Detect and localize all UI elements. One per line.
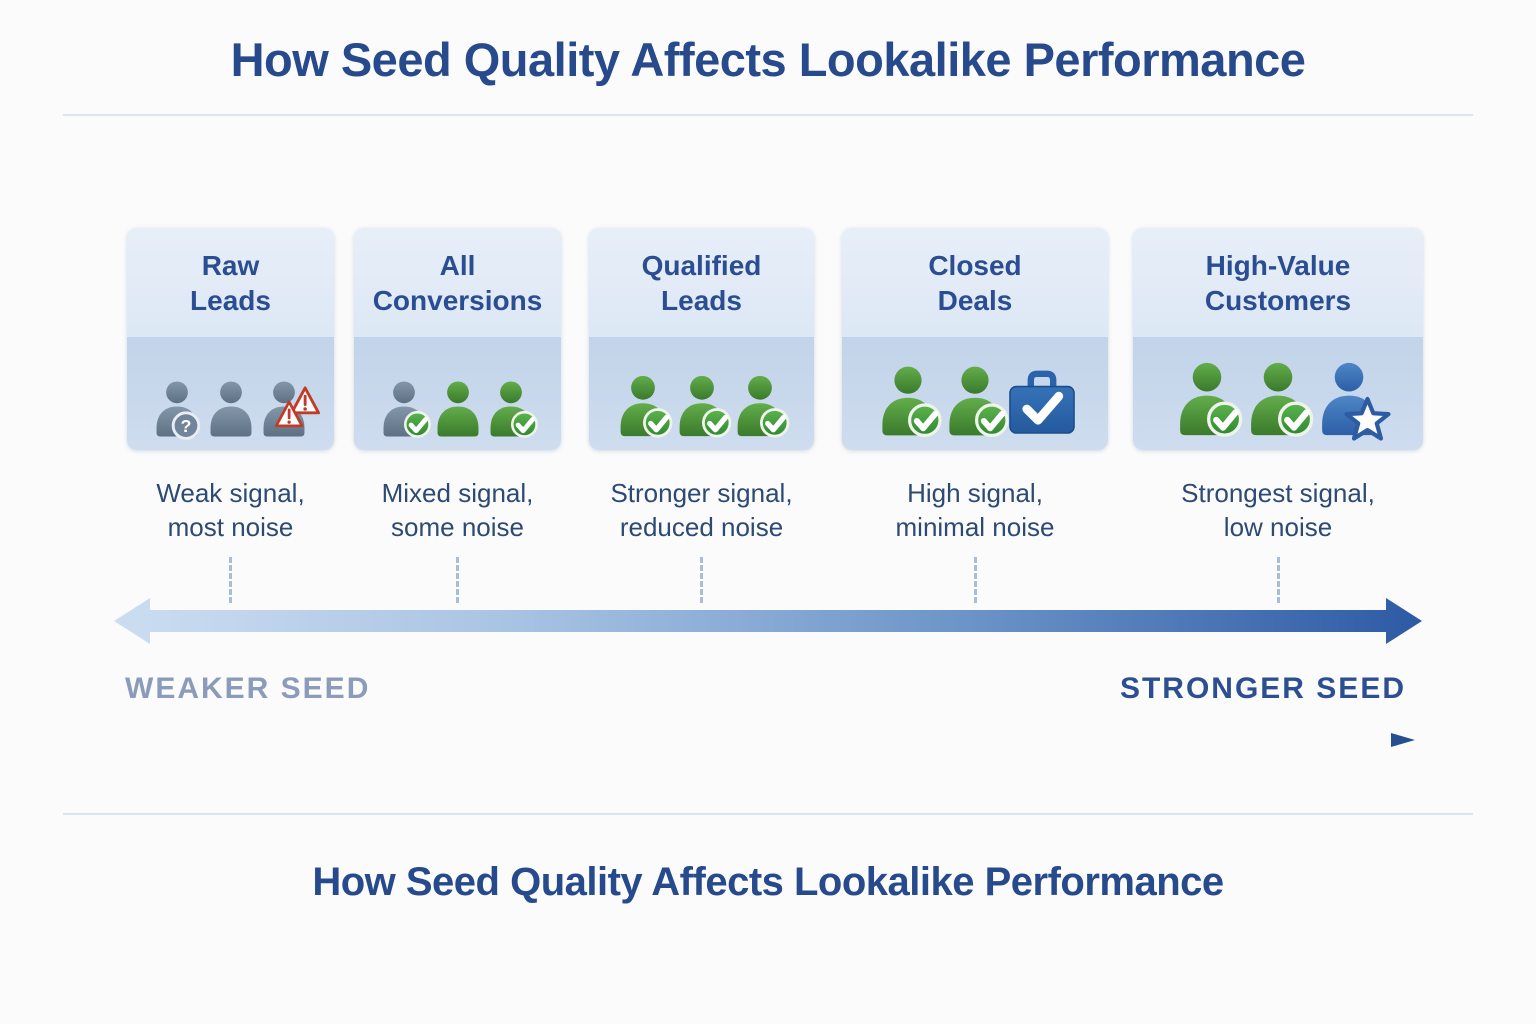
person-icon [426,377,490,441]
weaker-seed-label: WEAKER SEED [125,672,371,705]
dashed-connector [229,556,232,603]
stage-icon-row: ? [127,337,334,450]
stage-icon-row [842,337,1108,450]
top-divider [63,114,1473,116]
caption-line: Strongest signal, [1181,478,1375,508]
stage-caption: High signal, minimal noise [842,477,1108,545]
stage-column-high-value-customers: High-Value Customers Strongest signal, l… [1133,228,1423,603]
stage-column-qualified-leads: Qualified Leads Stronger signal, reduced… [589,228,814,603]
stage-title-line: High-Value [1205,249,1351,281]
caption-line: minimal noise [895,511,1055,542]
stage-icon-row [589,337,814,450]
page-title: How Seed Quality Affects Lookalike Perfo… [230,33,1306,86]
stage-card: High-Value Customers [1133,228,1423,450]
caption-line: low noise [1223,511,1333,542]
person-icon [199,377,263,441]
person-check-icon [608,371,678,441]
person-question-icon: ? [145,377,209,441]
stage-title-line: Conversions [372,284,543,316]
person-check-icon [667,371,737,441]
stage-caption: Weak signal, most noise [127,477,334,545]
stage-caption: Strongest signal, low noise [1133,477,1423,545]
dashed-connector [456,556,459,603]
caption-line: Stronger signal, [610,478,793,508]
stage-card-title: Closed Deals [842,228,1108,337]
briefcase-check-icon [1002,361,1082,441]
stage-column-raw-leads: Raw Leads ? Weak signal, most n [127,228,334,603]
stage-title-line: Leads [190,284,271,316]
stage-icon-row [1133,337,1423,450]
bottom-divider [63,813,1473,815]
stage-icon-row [354,337,561,450]
dashed-connector [1276,556,1280,603]
caption-line: most noise [167,511,294,542]
dashed-connector [973,556,977,603]
person-check-icon [1236,357,1320,441]
stage-title-line: Deals [937,284,1013,316]
stronger-seed-label: STRONGER SEED [1119,672,1406,705]
stage-column-closed-deals: Closed Deals High signal, minimal noise [842,228,1108,603]
stage-card: Qualified Leads [589,228,814,450]
caption-line: reduced noise [619,511,784,542]
caption-line: Weak signal, [156,478,305,508]
person-check-icon [868,361,948,441]
person-check-icon [372,377,436,441]
stage-caption: Stronger signal, reduced noise [589,477,814,545]
thin-scale-arrow [123,733,1415,747]
stage-column-all-conversions: All Conversions Mixed signal, some noise [354,228,561,603]
stage-title-line: Raw [201,249,260,281]
stage-card: Closed Deals [842,228,1108,450]
gradient-scale-arrow [114,598,1422,644]
person-check-icon [935,361,1015,441]
stage-card-title: All Conversions [354,228,561,337]
person-check-icon [1165,357,1249,441]
stage-card: Raw Leads ? [127,228,334,450]
stage-title-line: All [439,249,476,281]
dashed-connector [700,556,703,603]
stage-card-title: Qualified Leads [589,228,814,337]
person-check-icon [479,377,543,441]
stage-card: All Conversions [354,228,561,450]
stage-card-title: Raw Leads [127,228,334,337]
caption-line: Mixed signal, [381,478,534,508]
stage-title-line: Leads [661,284,742,316]
stage-title-line: Qualified [641,249,762,281]
stage-title-line: Customers [1204,284,1352,316]
footer-title: How Seed Quality Affects Lookalike Perfo… [312,860,1224,904]
caption-line: some noise [391,511,524,542]
stage-title-line: Closed [928,249,1022,281]
stage-caption: Mixed signal, some noise [354,477,561,545]
person-warning-icon [252,377,321,441]
stage-card-title: High-Value Customers [1133,228,1423,337]
person-check-icon [725,371,795,441]
svg-text:?: ? [180,416,191,436]
person-star-icon [1307,357,1391,441]
caption-line: High signal, [907,478,1043,508]
